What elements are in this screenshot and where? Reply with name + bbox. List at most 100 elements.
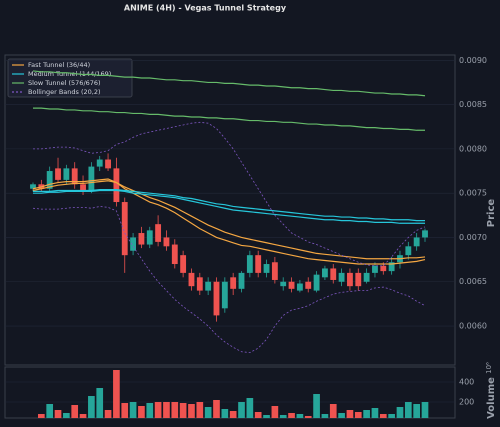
candle-body <box>263 264 270 273</box>
overlay-line <box>33 121 426 267</box>
volume-bar <box>204 407 212 418</box>
volume-bar <box>321 414 329 418</box>
volume-bar <box>154 402 162 418</box>
candle-body <box>246 255 253 273</box>
volume-bar <box>304 416 312 418</box>
legend-label: Slow Tunnel (576/676) <box>28 79 101 87</box>
volume-bar <box>329 404 337 418</box>
volume-bar <box>396 407 404 418</box>
candle-body <box>155 224 162 242</box>
volume-bar <box>296 414 304 418</box>
candle-body <box>130 237 137 251</box>
candle-body <box>113 168 120 203</box>
volume-bar <box>229 411 237 418</box>
volume-bar <box>421 402 429 418</box>
volume-bar <box>188 404 195 418</box>
volume-bar <box>121 403 129 418</box>
candle-body <box>88 166 95 192</box>
volume-bar <box>96 388 104 418</box>
candle-body <box>305 281 312 289</box>
volume-bar <box>238 402 245 418</box>
overlay-line <box>33 107 425 131</box>
candle-body <box>255 255 262 273</box>
candle-body <box>105 159 111 169</box>
volume-bar <box>413 404 420 418</box>
candle-body <box>422 230 428 238</box>
volume-bar <box>71 405 79 418</box>
y-tick-label: 0.0065 <box>459 277 487 286</box>
y-tick-label: 0.0075 <box>459 189 487 198</box>
volume-bar <box>354 412 362 418</box>
legend <box>7 58 133 98</box>
candle-body <box>372 265 378 273</box>
candle-body <box>146 230 153 245</box>
candle-body <box>221 281 228 309</box>
volume-bar <box>404 402 412 418</box>
candle-body <box>296 283 303 291</box>
volume-bar <box>379 414 387 418</box>
volume-bar <box>138 406 145 418</box>
overlay-line <box>32 206 426 354</box>
overlay-line <box>32 180 426 260</box>
candle-body <box>405 246 412 256</box>
volume-bar <box>371 408 379 418</box>
y-tick-label: 0.0080 <box>459 144 487 153</box>
candle-body <box>280 281 287 287</box>
candle-body <box>213 281 220 316</box>
volume-bar <box>288 413 295 418</box>
candle-body <box>363 272 370 282</box>
price-panel <box>4 54 456 366</box>
candle-body <box>55 168 61 180</box>
candle-body <box>171 244 178 265</box>
candle-body <box>288 281 295 289</box>
candle-body <box>271 262 278 280</box>
candle-body <box>388 262 395 272</box>
overlay-line <box>33 189 425 224</box>
volume-bar <box>88 396 95 418</box>
volume-bar <box>163 402 170 418</box>
volume-bar <box>129 402 137 418</box>
volume-bar <box>171 402 179 418</box>
candle-body <box>330 268 337 280</box>
candle-body <box>196 277 203 291</box>
candle-body <box>380 265 387 272</box>
y-tick-label: 0.0070 <box>459 233 487 242</box>
volume-bar <box>113 370 120 418</box>
volume-bar <box>313 394 320 418</box>
overlay-line <box>32 178 426 265</box>
volume-bar <box>79 414 87 418</box>
candle-body <box>46 171 53 189</box>
volume-bar <box>246 398 254 418</box>
overlay-line <box>32 70 426 97</box>
candle-body <box>188 272 195 287</box>
volume-bar <box>54 410 62 418</box>
volume-axis-label: Volume <box>486 377 497 419</box>
candle-body <box>355 272 362 287</box>
candle-body <box>347 272 353 287</box>
volume-bar <box>179 403 187 418</box>
volume-bar <box>346 410 354 418</box>
candle-body <box>313 274 320 291</box>
candle-body <box>230 277 237 289</box>
candle-body <box>338 272 345 282</box>
y-tick-label: 0.0085 <box>459 100 487 109</box>
volume-bar <box>196 402 204 418</box>
volume-bar <box>388 414 395 418</box>
volume-bar <box>279 415 287 418</box>
candle-body <box>121 202 128 256</box>
candle-body <box>205 281 212 291</box>
volume-bar <box>213 400 220 418</box>
volume-bar <box>104 410 112 418</box>
legend-label: Medium Tunnel (144/169) <box>28 70 111 78</box>
legend-label: Bollinger Bands (20,2) <box>28 88 101 96</box>
candle-body <box>180 255 187 273</box>
volume-bar <box>254 412 262 418</box>
volume-bar <box>271 406 279 418</box>
candle-body <box>96 159 103 167</box>
volume-bar <box>363 410 370 418</box>
volume-bar <box>338 413 345 418</box>
chart-title: ANIME (4H) - Vegas Tunnel Strategy <box>124 4 287 13</box>
candle-body <box>238 272 245 289</box>
candle-body <box>71 168 78 185</box>
